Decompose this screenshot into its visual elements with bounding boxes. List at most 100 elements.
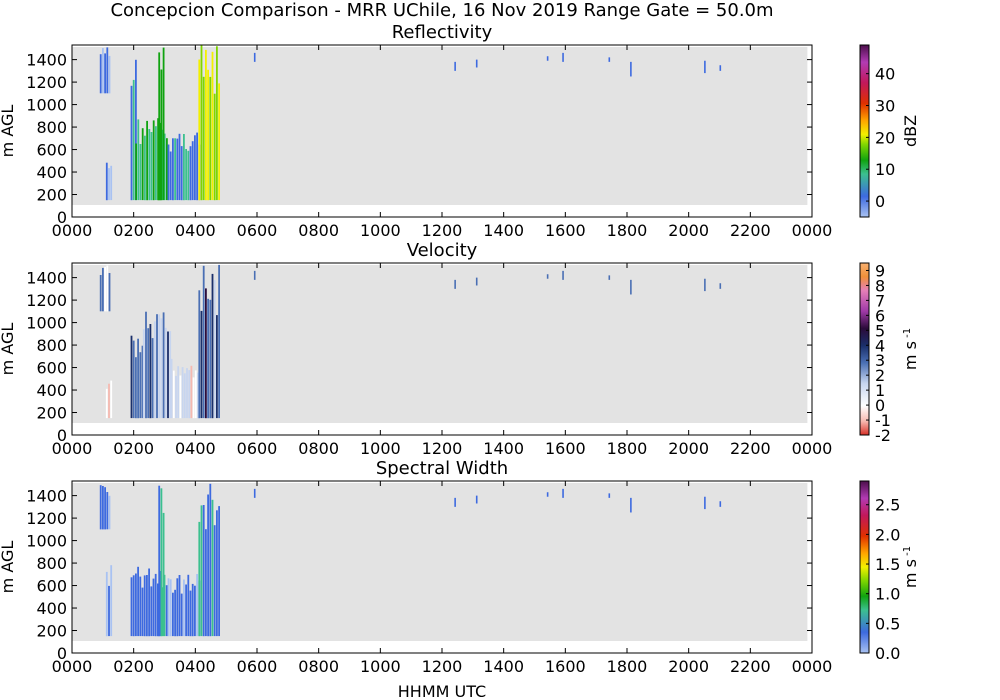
sparse-echo [253,270,256,280]
data-streak [155,126,157,201]
y-tick-label: 1000 [26,96,67,115]
x-tick-label: 1800 [607,221,648,240]
sparse-echo [454,497,456,507]
colorbar-tick-label: 1 [875,381,885,400]
sparse-echo [630,497,632,513]
data-streak [150,586,153,637]
data-streak [202,505,205,637]
data-streak [189,146,192,201]
data-streak [167,144,170,201]
data-streak [99,275,102,312]
sparse-echo [608,57,611,62]
sparse-echo [546,274,549,279]
colorbar-tick-label: 40 [875,65,895,84]
figure-title: Concepcion Comparison - MRR UChile, 16 N… [110,0,773,21]
no-data-background [72,265,808,423]
data-streak [207,494,209,637]
colorbar-tick-label: -1 [875,411,891,430]
data-streak [141,128,144,201]
y-tick-label: 1400 [26,487,67,506]
data-streak [157,118,159,201]
x-tick-label: 1200 [422,221,463,240]
colorbar-tick-label: 7 [875,291,885,310]
colorbar-tick-label: 0 [875,192,885,211]
data-streak [148,568,150,637]
data-streak [211,51,214,201]
x-tick-label: 0000 [792,657,833,676]
y-tick-label: 1400 [26,51,67,70]
data-streak [183,134,185,201]
y-axis-label: m AGL [0,541,17,594]
data-streak [205,529,207,637]
x-tick-label: 1200 [422,657,463,676]
data-streak [180,146,183,201]
x-tick-label: 1800 [607,657,648,676]
x-tick-label: 0600 [237,439,278,458]
data-streak [150,132,153,201]
data-streak [170,358,173,419]
x-tick-label: 1400 [483,439,524,458]
data-streak [187,150,190,201]
colorbar-tick-label: 0.0 [875,644,900,663]
colorbar-label: m s -1 [901,546,920,588]
y-tick-label: 1200 [26,73,67,92]
data-streak [132,340,135,419]
colorbar-tick-label: 6 [875,306,885,325]
data-streak [139,352,142,419]
data-streak [169,151,172,201]
data-streak [160,69,163,201]
data-streak [211,273,214,419]
x-tick-label: 2200 [730,439,771,458]
sparse-echo [719,65,722,71]
data-streak [191,141,194,201]
data-streak [146,575,148,637]
data-streak [172,138,174,201]
y-tick-label: 400 [36,381,67,400]
data-streak [108,55,111,94]
sparse-echo [719,283,722,289]
data-streak [108,383,110,419]
data-streak [104,487,106,530]
data-streak [174,138,176,201]
colorbar-tick-label: 1.5 [875,555,900,574]
data-streak [105,162,108,201]
data-streak [194,370,197,419]
x-tick-label: 2000 [668,657,709,676]
data-streak [176,578,179,637]
data-streak [164,327,167,419]
data-streak [106,265,109,312]
sparse-echo [630,61,632,77]
sparse-echo [704,496,706,510]
data-streak [99,54,102,94]
x-tick-label: 2000 [668,221,709,240]
y-axis-label: m AGL [0,105,17,158]
data-streak [207,69,209,201]
data-streak [169,579,172,637]
data-streak [178,133,181,201]
data-streak [218,83,220,201]
data-streak [105,388,108,419]
y-tick-label: 0 [57,426,67,445]
data-streak [147,328,150,419]
data-streak [190,365,193,419]
y-tick-label: 800 [36,336,67,355]
data-streak [159,122,162,201]
data-streak [163,133,166,201]
colorbar-tick-label: 4 [875,336,885,355]
data-streak [135,143,137,201]
data-streak [178,575,181,637]
data-streak [110,565,113,637]
data-streak [169,331,172,419]
panel-title: Reflectivity [392,22,493,43]
data-streak [209,483,212,637]
y-tick-label: 400 [36,599,67,618]
y-tick-label: 1000 [26,314,67,333]
data-streak [179,375,182,419]
data-streak [152,578,155,637]
colorbar-tick-label: 2.0 [875,525,900,544]
sparse-echo [562,488,564,498]
x-tick-label: 0000 [792,439,833,458]
data-streak [104,266,106,312]
